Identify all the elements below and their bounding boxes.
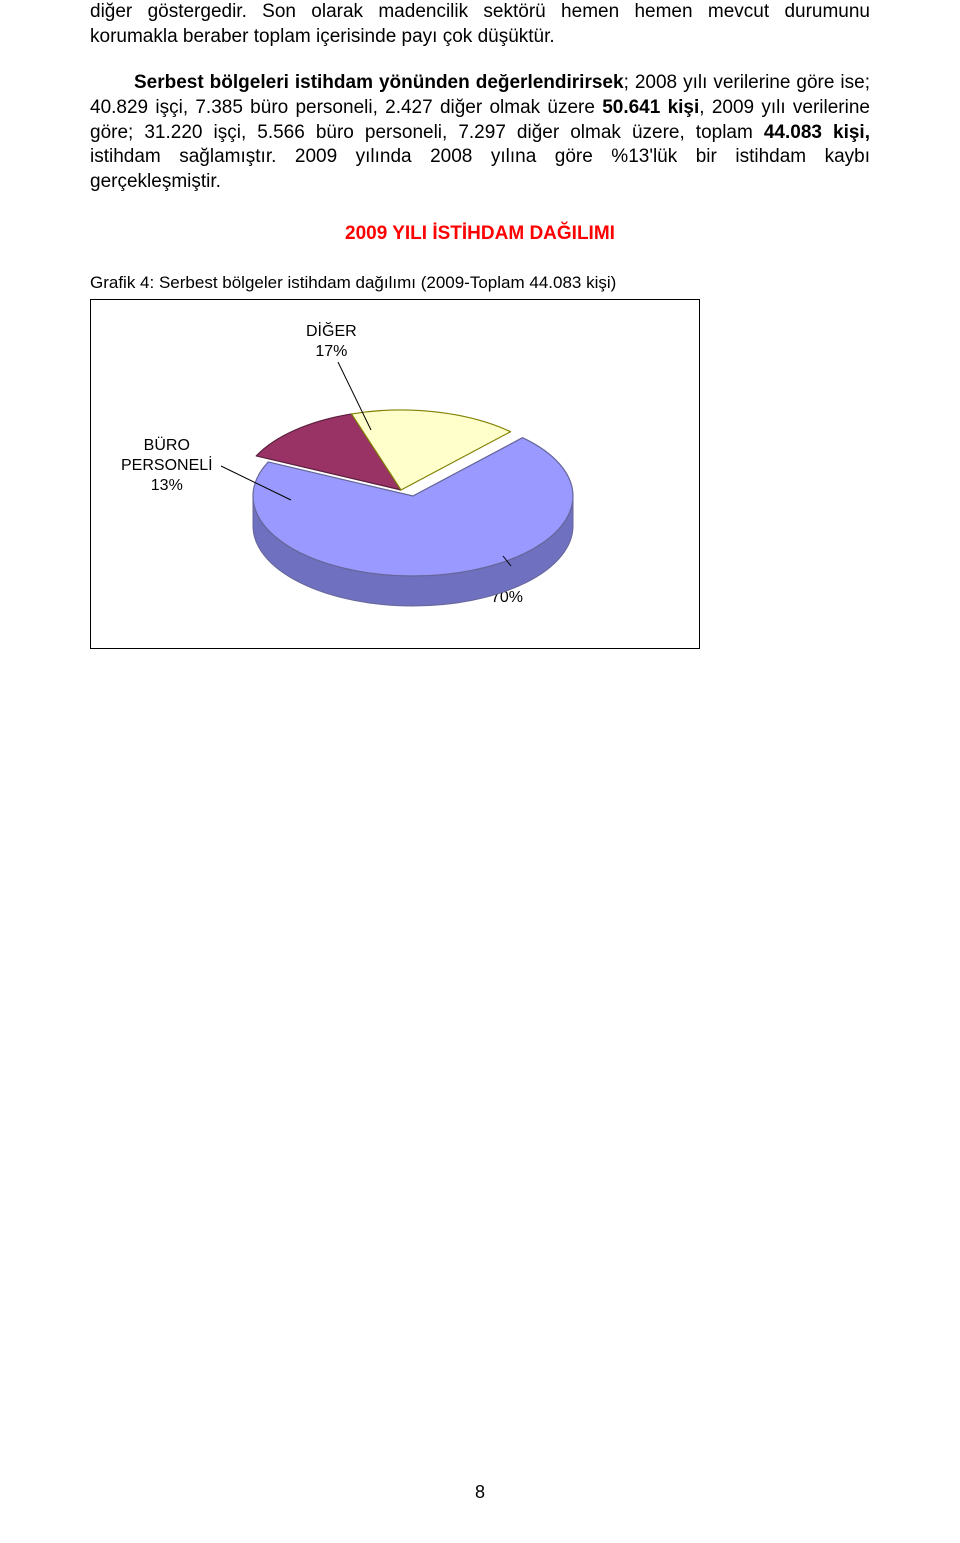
page-number: 8 bbox=[0, 1482, 960, 1503]
p2-bold-2: 50.641 kişi bbox=[602, 97, 699, 118]
p2-bold-1: Serbest bölgeleri istihdam yönünden değe… bbox=[134, 72, 624, 93]
page: diğer göstergedir. Son olarak madencilik… bbox=[0, 0, 960, 1543]
paragraph-1: diğer göstergedir. Son olarak madencilik… bbox=[90, 0, 870, 49]
p2-bold-3: 44.083 kişi, bbox=[764, 122, 870, 143]
pie-chart-svg bbox=[91, 300, 701, 650]
chart-caption: Grafik 4: Serbest bölgeler istihdam dağı… bbox=[90, 273, 870, 293]
pie-chart-frame: DİĞER 17% BÜRO PERSONELİ 13% İŞÇİ 70% bbox=[90, 299, 700, 649]
paragraph-1-text: diğer göstergedir. Son olarak madencilik… bbox=[90, 1, 870, 47]
p2-text-c: istihdam sağlamıştır. 2009 yılında 2008 … bbox=[90, 146, 870, 192]
paragraph-2: Serbest bölgeleri istihdam yönünden değe… bbox=[90, 71, 870, 194]
chart-title: 2009 YILI İSTİHDAM DAĞILIMI bbox=[90, 223, 870, 245]
